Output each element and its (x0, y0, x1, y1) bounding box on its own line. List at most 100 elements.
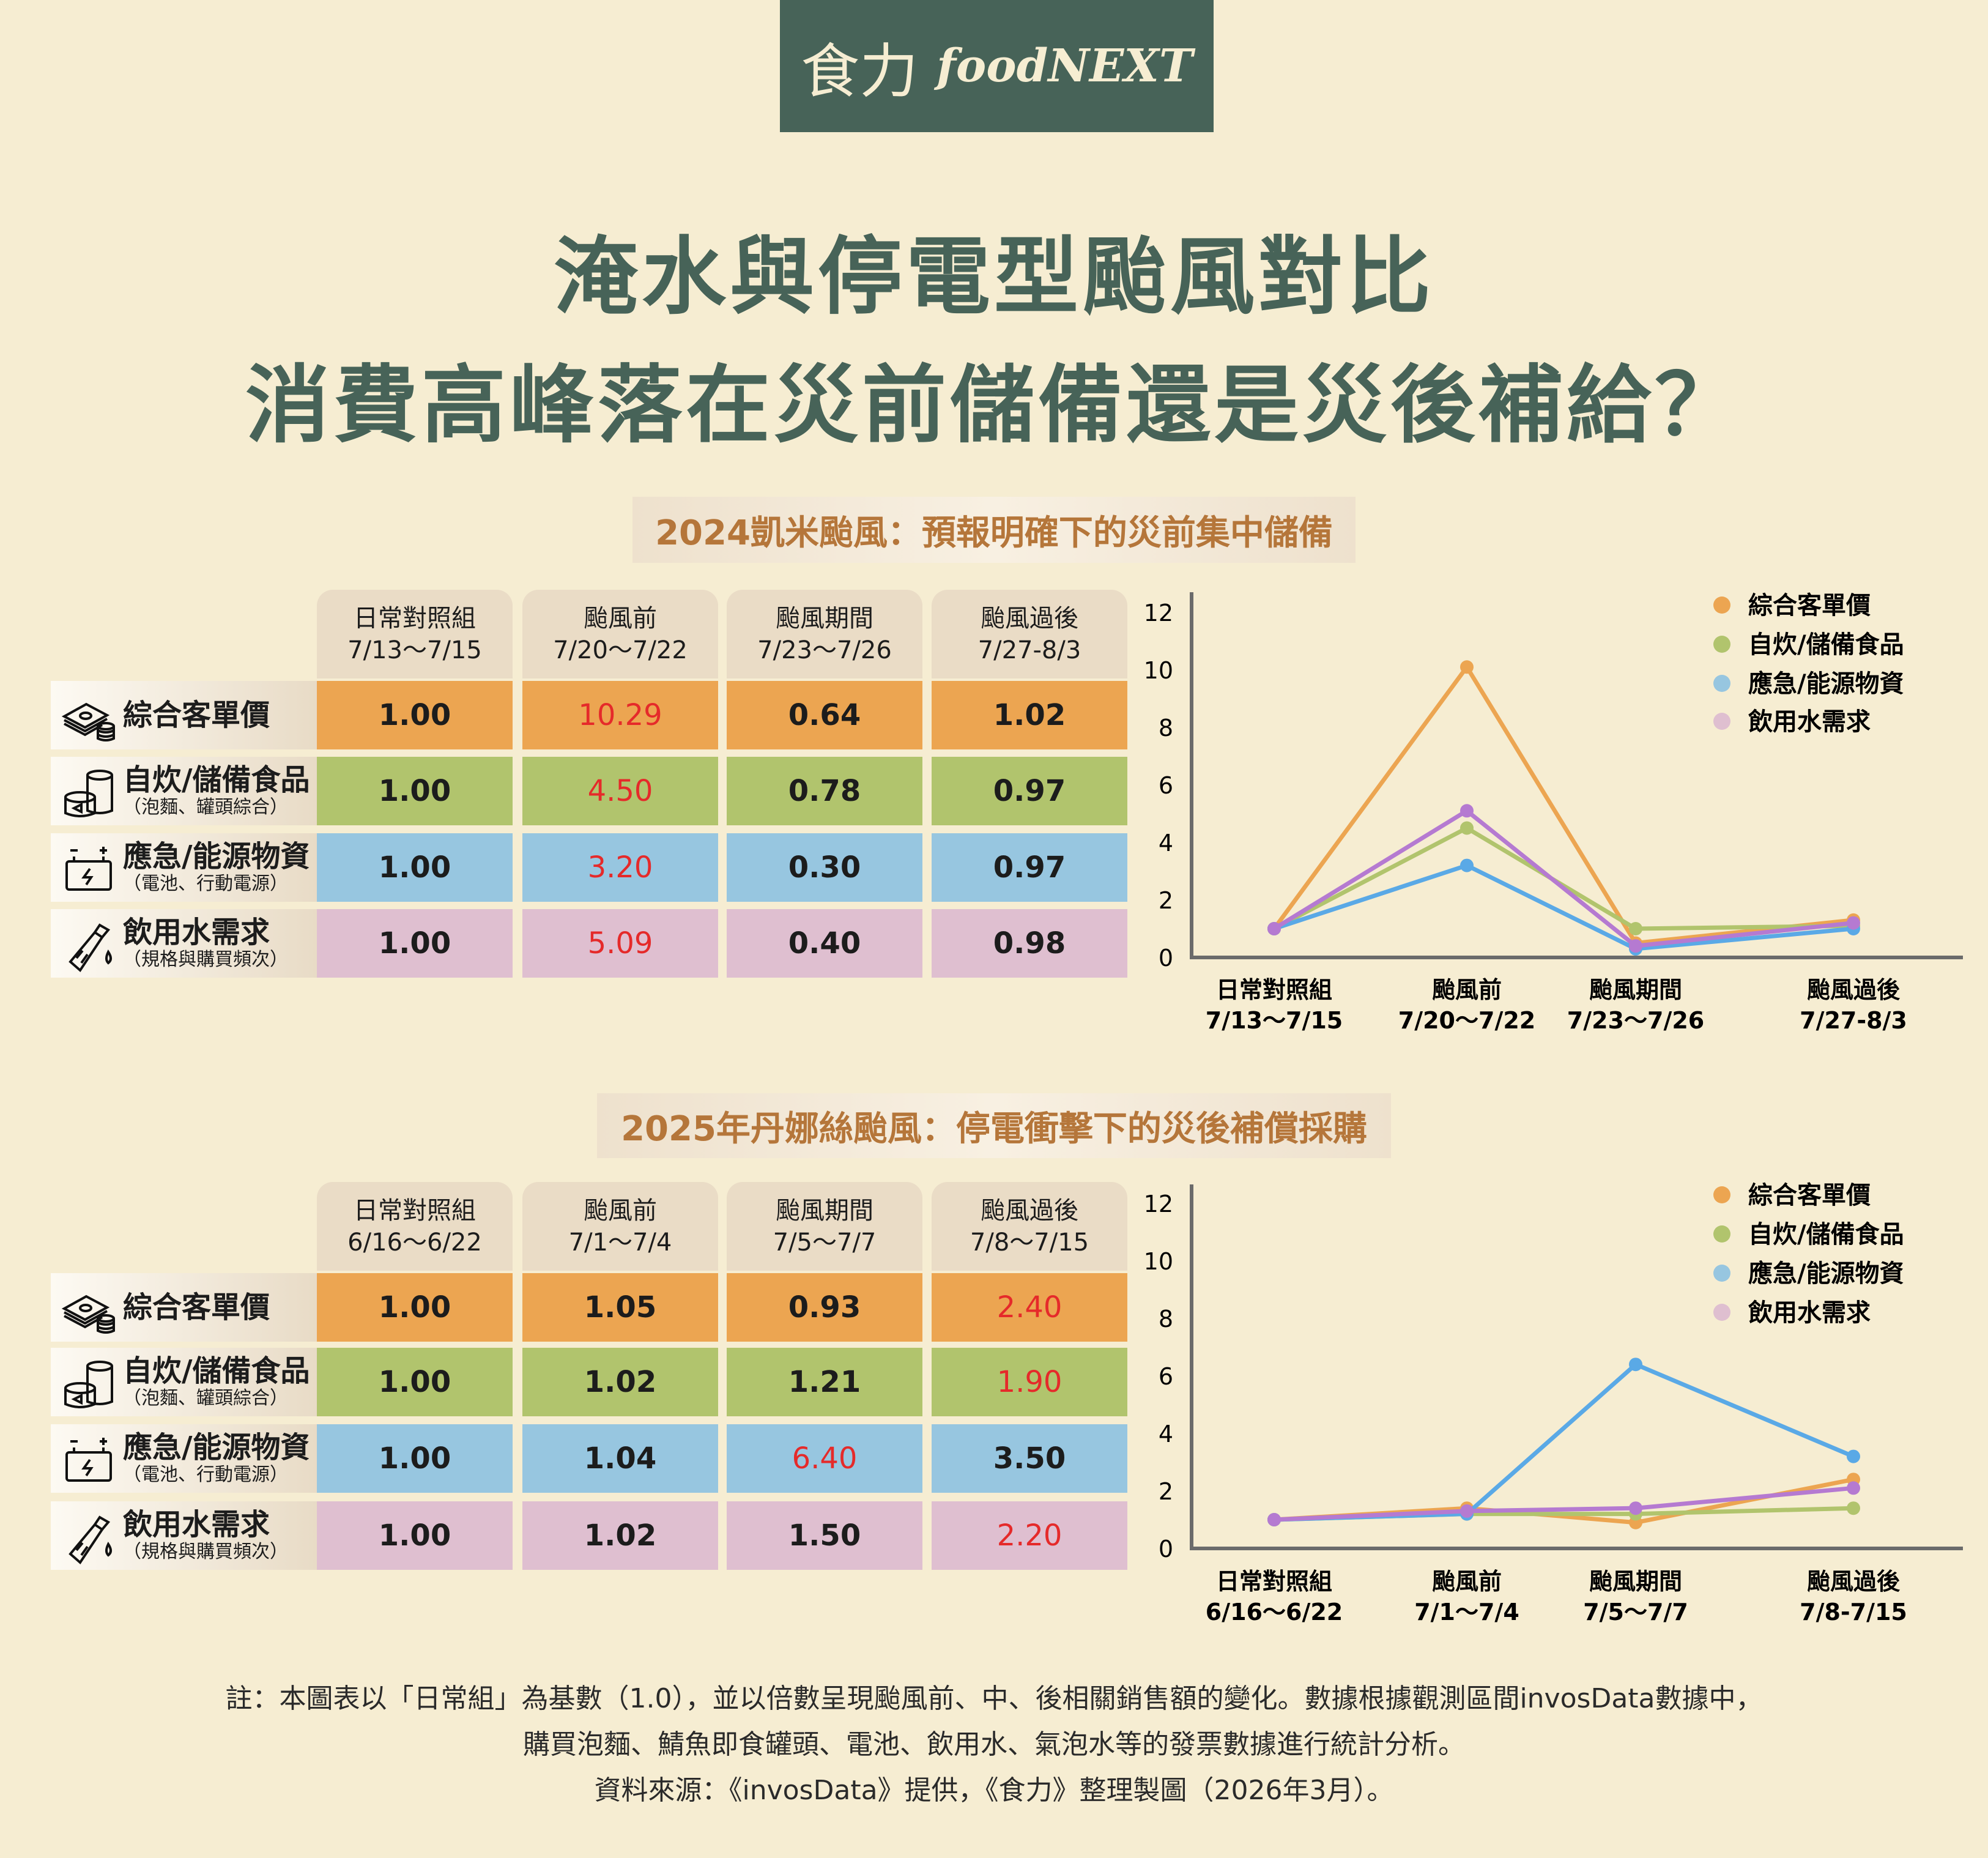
table-cell: 2.20 (932, 1501, 1127, 1570)
table-cell: 1.21 (727, 1348, 922, 1416)
data-point (1460, 821, 1474, 835)
row-label-name: 應急/能源物資 (123, 1430, 310, 1465)
x-tick-dates: 7/23～7/26 (1567, 1007, 1704, 1034)
row-label-name: 綜合客單價 (123, 1290, 270, 1325)
money-stack-icon (61, 702, 115, 741)
y-tick-label: 0 (1159, 1536, 1173, 1563)
table-cell: 1.00 (317, 1501, 513, 1570)
x-tick-dates: 7/13～7/15 (1206, 1007, 1343, 1034)
series-line (1274, 1485, 1854, 1522)
battery-icon (65, 847, 112, 891)
table-cell: 0.93 (727, 1273, 922, 1342)
table-cell: 0.97 (932, 833, 1127, 902)
column-header-dates: 7/5～7/7 (773, 1228, 877, 1257)
column-header-dates: 7/13～7/15 (347, 636, 482, 664)
footnote-line2: 購買泡麵、鯖魚即食罐頭、電池、飲用水、氣泡水等的發票數據進行統計分析。 (523, 1729, 1465, 1760)
series-line (1272, 663, 1854, 946)
table-cell: 1.04 (522, 1424, 718, 1493)
column-header-period: 颱風過後 (981, 1196, 1078, 1225)
legend-label: 應急/能源物資 (1748, 1260, 1904, 1288)
table-cell: 1.00 (317, 909, 513, 978)
table-cell: 1.05 (522, 1273, 718, 1342)
row-label: 綜合客單價 (51, 681, 317, 749)
water-bottle-icon (69, 923, 112, 973)
table-cell: 3.20 (522, 833, 718, 902)
legend-marker (1713, 713, 1730, 730)
row-label: 飲用水需求 （規格與購買頻次） (51, 909, 317, 978)
data-point (1267, 922, 1281, 935)
x-tick-dates: 7/20～7/22 (1398, 1007, 1535, 1034)
x-tick-label: 日常對照組 (1216, 1568, 1332, 1595)
table-cell: 0.98 (932, 909, 1127, 978)
table-cell: 1.00 (317, 1348, 513, 1416)
legend-marker (1713, 675, 1730, 692)
table-cell: 0.78 (727, 757, 922, 825)
battery-icon (65, 1438, 112, 1482)
column-header-dates: 7/1～7/4 (568, 1228, 672, 1257)
legend-label: 自炊/儲備食品 (1748, 631, 1904, 659)
x-tick-dates: 7/8-7/15 (1800, 1599, 1907, 1626)
row-label-name: 綜合客單價 (123, 698, 270, 732)
data-point (1460, 804, 1474, 818)
y-tick-label: 10 (1144, 1248, 1173, 1275)
data-point (1847, 916, 1860, 930)
column-header: 日常對照組 6/16～6/22 (317, 1182, 513, 1271)
y-tick-label: 8 (1159, 715, 1173, 741)
table-cell: 1.02 (522, 1348, 718, 1416)
logo-en: foodNEXT (937, 40, 1193, 92)
row-label: 應急/能源物資 （電池、行動電源） (51, 833, 317, 902)
column-header-dates: 7/27-8/3 (977, 636, 1081, 664)
column-header: 颱風期間 7/23～7/26 (727, 590, 922, 678)
x-tick-label: 颱風期間 (1589, 976, 1682, 1003)
table-cell: 0.64 (727, 681, 922, 749)
footnote-line1: 註：本圖表以「日常組」為基數（1.0），並以倍數呈現颱風前、中、後相關銷售額的變… (225, 1683, 1763, 1714)
table-cell: 0.97 (932, 757, 1127, 825)
y-tick-label: 6 (1159, 772, 1173, 799)
table-cell: 0.30 (727, 833, 922, 902)
column-header-dates: 7/23～7/26 (757, 636, 892, 664)
row-label: 應急/能源物資 （電池、行動電源） (51, 1424, 317, 1493)
row-label: 自炊/儲備食品 （泡麵、罐頭綜合） (51, 1348, 317, 1416)
column-header-period: 日常對照組 (354, 604, 476, 633)
column-header: 颱風過後 7/8～7/15 (932, 1182, 1127, 1271)
table-cell: 6.40 (727, 1424, 922, 1493)
table-cell: 1.02 (522, 1501, 718, 1570)
data-point (1460, 858, 1474, 872)
column-header: 颱風前 7/20～7/22 (522, 590, 718, 678)
table-cell: 1.00 (317, 1273, 513, 1342)
y-tick-label: 6 (1159, 1363, 1173, 1390)
column-header-period: 日常對照組 (354, 1196, 476, 1225)
row-label-name: 自炊/儲備食品 (123, 1354, 310, 1388)
table-cell: 1.90 (932, 1348, 1127, 1416)
x-tick-label: 颱風過後 (1807, 1568, 1901, 1595)
table-cell: 10.29 (522, 681, 718, 749)
column-header: 日常對照組 7/13～7/15 (317, 590, 513, 678)
data-point (1267, 1513, 1281, 1526)
canned-food-icon (64, 770, 113, 817)
table-cell: 4.50 (522, 757, 718, 825)
row-label-sub: （泡麵、罐頭綜合） (123, 1388, 288, 1409)
column-header-period: 颱風過後 (981, 604, 1078, 633)
legend-label: 自炊/儲備食品 (1748, 1221, 1904, 1249)
data-point (1629, 1501, 1642, 1515)
y-tick-label: 12 (1144, 1191, 1173, 1217)
column-header: 颱風期間 7/5～7/7 (727, 1182, 922, 1271)
legend-label: 綜合客單價 (1748, 592, 1871, 620)
series-line (1273, 863, 1854, 951)
y-tick-label: 4 (1159, 830, 1173, 857)
column-header-dates: 6/16～6/22 (347, 1228, 482, 1257)
column-header-dates: 7/8～7/15 (970, 1228, 1089, 1257)
table-cell: 1.00 (317, 681, 513, 749)
source-note: 資料來源：《invosData》提供，《食力》整理製圖（2026年3月）。 (594, 1775, 1394, 1806)
page-title-line2: 消費高峰落在災前儲備還是災後補給？ (245, 356, 1743, 455)
x-tick-label: 颱風過後 (1807, 976, 1901, 1003)
column-header-period: 颱風期間 (776, 1196, 873, 1225)
data-point (1847, 1481, 1860, 1495)
x-tick-dates: 7/5～7/7 (1583, 1599, 1688, 1626)
row-label-name: 飲用水需求 (123, 915, 270, 949)
y-tick-label: 2 (1159, 1478, 1173, 1505)
legend-label: 飲用水需求 (1748, 708, 1871, 736)
legend-marker (1713, 1225, 1730, 1243)
legend-label: 應急/能源物資 (1748, 670, 1904, 698)
